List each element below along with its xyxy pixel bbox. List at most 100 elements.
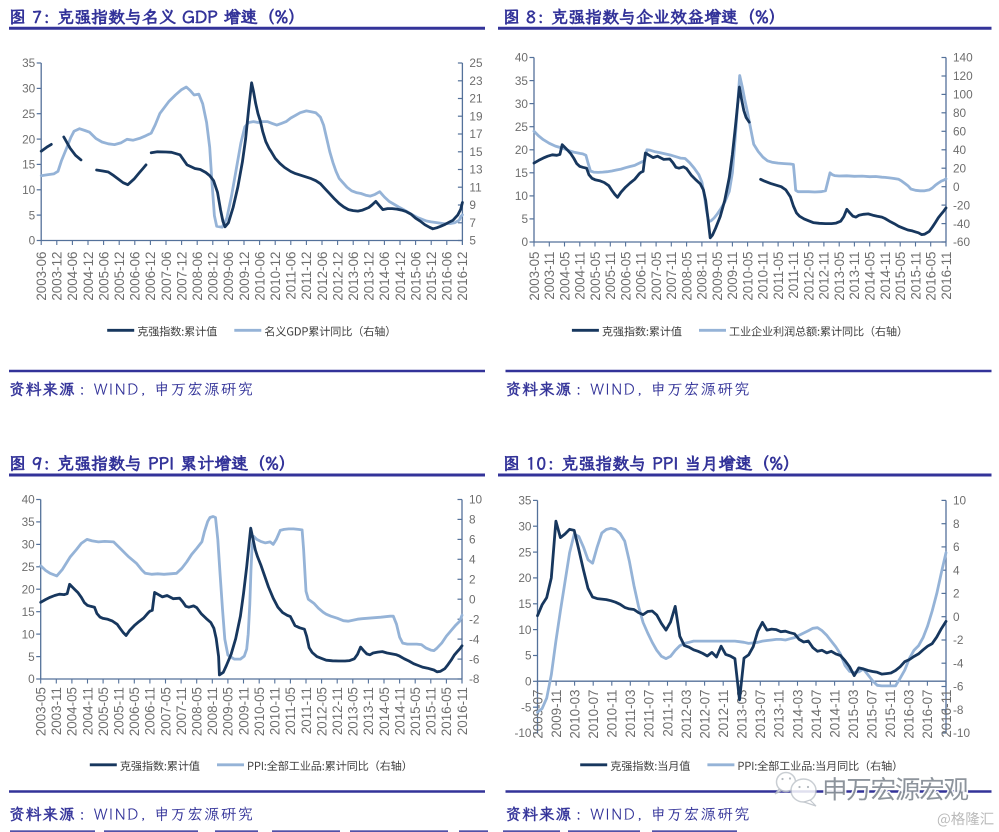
svg-text:10: 10 [22, 183, 36, 197]
svg-text:2013-11: 2013-11 [361, 687, 376, 735]
svg-text:2015-06: 2015-06 [408, 252, 423, 301]
svg-text:2008-05: 2008-05 [190, 687, 205, 736]
svg-text:40: 40 [953, 143, 967, 157]
svg-text:2007-11: 2007-11 [174, 687, 189, 735]
svg-text:2009-11: 2009-11 [725, 252, 740, 300]
svg-text:2003-11: 2003-11 [542, 252, 557, 300]
svg-text:2007-12: 2007-12 [174, 252, 189, 301]
svg-text:2013-07: 2013-07 [753, 690, 768, 739]
svg-text:40: 40 [22, 493, 36, 507]
svg-text:2011-11: 2011-11 [299, 687, 314, 734]
svg-text:2012-11: 2012-11 [817, 252, 832, 300]
svg-text:2012-11: 2012-11 [330, 687, 345, 735]
svg-text:40: 40 [515, 51, 529, 65]
svg-text:0: 0 [521, 235, 528, 249]
svg-text:2: 2 [469, 573, 476, 587]
svg-text:20: 20 [518, 571, 532, 585]
svg-text:17: 17 [469, 127, 482, 141]
svg-text:10: 10 [22, 627, 36, 641]
svg-text:2012-03: 2012-03 [679, 690, 694, 739]
svg-text:15: 15 [22, 605, 36, 619]
svg-text:8: 8 [469, 513, 476, 527]
svg-text:10: 10 [515, 189, 529, 203]
svg-text:8: 8 [953, 517, 960, 531]
svg-text:2016-03: 2016-03 [902, 690, 917, 739]
svg-text:4: 4 [953, 563, 960, 577]
svg-text:15: 15 [469, 145, 483, 159]
svg-text:2008-11: 2008-11 [695, 252, 710, 300]
svg-text:2006-05: 2006-05 [127, 687, 142, 736]
svg-text:2010-07: 2010-07 [586, 690, 601, 739]
svg-text:2011-03: 2011-03 [623, 690, 638, 738]
svg-text:35: 35 [22, 515, 36, 529]
svg-text:2013-06: 2013-06 [346, 252, 361, 301]
svg-text:5: 5 [525, 649, 532, 663]
svg-text:2010-11: 2010-11 [756, 252, 771, 300]
svg-text:6: 6 [953, 540, 960, 554]
svg-text:0: 0 [469, 592, 476, 606]
svg-text:0: 0 [29, 234, 36, 248]
svg-text:20: 20 [22, 132, 36, 146]
svg-text:2016-05: 2016-05 [439, 687, 454, 736]
svg-text:2007-05: 2007-05 [158, 687, 173, 736]
svg-text:-4: -4 [469, 632, 480, 646]
svg-text:2009-05: 2009-05 [221, 687, 236, 736]
svg-text:23: 23 [469, 74, 483, 88]
svg-text:15: 15 [22, 158, 36, 172]
svg-text:2015-11: 2015-11 [908, 252, 923, 300]
svg-text:2014-12: 2014-12 [393, 252, 408, 301]
svg-text:2009-06: 2009-06 [221, 252, 236, 301]
svg-text:2003-12: 2003-12 [50, 252, 65, 301]
svg-text:2015-11: 2015-11 [424, 687, 439, 735]
svg-text:2005-11: 2005-11 [603, 252, 618, 300]
svg-text:2005-12: 2005-12 [112, 252, 127, 301]
svg-text:0: 0 [525, 675, 532, 689]
svg-text:100: 100 [953, 88, 973, 102]
svg-text:2006-12: 2006-12 [143, 252, 158, 301]
svg-text:2010-12: 2010-12 [268, 252, 283, 301]
svg-text:5: 5 [469, 234, 476, 248]
svg-text:25: 25 [22, 560, 36, 574]
svg-text:2007-06: 2007-06 [159, 252, 174, 301]
svg-text:2012-12: 2012-12 [330, 252, 345, 301]
svg-text:2005-05: 2005-05 [96, 687, 111, 736]
svg-text:9: 9 [469, 198, 476, 212]
svg-text:-4: -4 [953, 656, 964, 670]
svg-text:2010-03: 2010-03 [567, 690, 582, 739]
svg-text:25: 25 [518, 545, 532, 559]
svg-text:2014-11: 2014-11 [392, 687, 407, 735]
svg-text:2014-07: 2014-07 [809, 690, 824, 739]
svg-text:2004-05: 2004-05 [65, 687, 80, 736]
svg-text:2010-05: 2010-05 [252, 687, 267, 736]
svg-text:2011-05: 2011-05 [771, 252, 786, 300]
svg-text:2004-11: 2004-11 [80, 687, 95, 735]
svg-text:2013-12: 2013-12 [362, 252, 377, 301]
svg-text:10: 10 [518, 623, 532, 637]
svg-text:-10: -10 [953, 726, 970, 740]
svg-text:2016-11: 2016-11 [939, 690, 954, 738]
svg-text:25: 25 [22, 107, 36, 121]
svg-text:0: 0 [28, 672, 35, 686]
svg-text:35: 35 [518, 494, 532, 508]
svg-text:2014-05: 2014-05 [863, 252, 878, 301]
svg-text:5: 5 [28, 650, 35, 664]
svg-text:2015-12: 2015-12 [424, 252, 439, 301]
svg-text:2009-07: 2009-07 [530, 690, 545, 739]
svg-text:2012-05: 2012-05 [314, 687, 329, 736]
svg-text:0: 0 [953, 180, 960, 194]
svg-text:-8: -8 [953, 703, 964, 717]
svg-text:2005-11: 2005-11 [112, 687, 127, 735]
svg-text:2012-05: 2012-05 [802, 252, 817, 301]
svg-text:2008-05: 2008-05 [679, 252, 694, 301]
svg-text:0: 0 [953, 610, 960, 624]
svg-text:10: 10 [953, 494, 967, 508]
svg-text:-20: -20 [953, 198, 970, 212]
svg-text:6: 6 [469, 533, 476, 547]
svg-text:2006-06: 2006-06 [128, 252, 143, 301]
svg-text:2015-07: 2015-07 [865, 690, 880, 739]
svg-text:20: 20 [22, 583, 36, 597]
svg-text:2015-11: 2015-11 [883, 690, 898, 738]
svg-text:2006-11: 2006-11 [143, 687, 158, 735]
svg-text:4: 4 [469, 553, 476, 567]
svg-text:2011-07: 2011-07 [642, 690, 657, 738]
